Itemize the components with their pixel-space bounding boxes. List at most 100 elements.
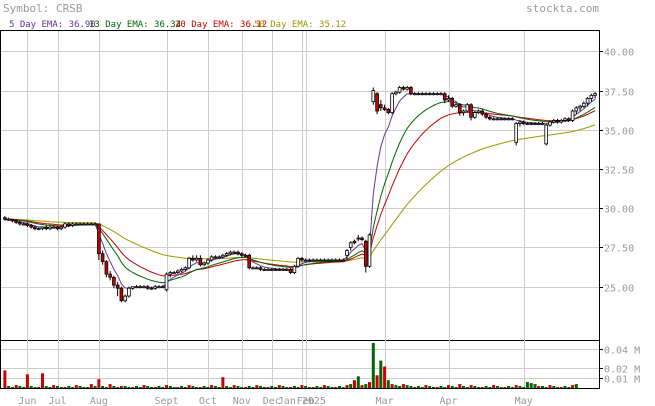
- candle-body: [333, 259, 338, 262]
- candle-body: [10, 218, 15, 222]
- volume-bar: [270, 386, 274, 388]
- candle: [44, 225, 48, 231]
- candle: [585, 96, 590, 107]
- candle-body: [168, 272, 173, 275]
- candle: [510, 117, 515, 121]
- candle: [296, 256, 300, 268]
- candle: [254, 266, 259, 270]
- volume-bar: [413, 387, 417, 388]
- volume-bar: [556, 387, 559, 388]
- volume-bar: [330, 387, 334, 388]
- volume-bar: [183, 387, 187, 388]
- volume-bar: [7, 386, 11, 388]
- candle: [266, 267, 270, 271]
- volume-bar: [10, 387, 14, 388]
- candle: [153, 285, 158, 290]
- volume-bar: [488, 387, 492, 388]
- candle-body: [567, 118, 571, 121]
- candle-body: [375, 93, 379, 112]
- volume-tick-label: 0.01 M: [604, 375, 640, 386]
- volume-bar: [240, 387, 244, 388]
- volume-bar: [142, 385, 146, 388]
- volume-bar: [172, 387, 176, 388]
- candle-body: [224, 253, 229, 256]
- volume-bar: [135, 386, 138, 388]
- candle: [100, 250, 105, 265]
- candle-body: [315, 259, 319, 262]
- candle-body: [97, 223, 101, 255]
- volume-bar: [93, 386, 97, 388]
- candle-body: [258, 267, 263, 270]
- candle-body: [104, 261, 109, 275]
- candle-body: [582, 102, 586, 107]
- ema-line-13: [4, 100, 596, 284]
- candle-body: [559, 120, 564, 123]
- candle-body: [412, 93, 417, 96]
- candle: [333, 258, 338, 262]
- candle: [63, 222, 67, 229]
- site-name: stockta.com: [526, 2, 599, 15]
- candle: [243, 253, 248, 257]
- candle: [518, 120, 522, 127]
- volume-bar: [127, 387, 131, 388]
- candle-body: [59, 226, 64, 230]
- candle: [51, 225, 56, 229]
- candle-body: [318, 259, 323, 262]
- volume-bar: [499, 387, 503, 388]
- volume-bar: [187, 385, 191, 388]
- volume-bar: [432, 387, 435, 388]
- candle: [190, 255, 195, 262]
- volume-bar: [450, 386, 454, 388]
- volume-bar: [304, 386, 308, 388]
- candle-body: [330, 259, 334, 262]
- candle-body: [70, 223, 75, 226]
- candle: [375, 92, 379, 115]
- candle-body: [67, 223, 71, 226]
- price-tick-label: 30.00: [604, 205, 634, 216]
- volume-bar: [525, 382, 529, 388]
- candle: [363, 239, 368, 273]
- volume-bar: [420, 387, 424, 388]
- candle-body: [450, 98, 454, 107]
- candle-body: [217, 256, 222, 259]
- candle: [435, 92, 439, 96]
- ema-line-50: [4, 124, 596, 263]
- candle-body: [284, 268, 289, 271]
- volume-bar: [480, 387, 484, 388]
- candle-body: [236, 251, 240, 255]
- volume-bar: [78, 386, 82, 388]
- volume-bar: [394, 385, 398, 388]
- candle: [138, 285, 143, 289]
- volume-bar: [277, 385, 281, 388]
- date-label: Aug: [90, 396, 108, 406]
- volume-bar: [59, 387, 63, 388]
- volume-bar: [326, 386, 330, 388]
- candle-body: [164, 273, 169, 291]
- candle-body: [6, 218, 11, 221]
- volume-bar: [56, 386, 59, 388]
- volume-bar: [492, 385, 496, 388]
- candle: [3, 216, 7, 221]
- candle: [454, 103, 458, 108]
- candle: [544, 123, 548, 146]
- candle-body: [25, 223, 30, 226]
- candle: [555, 118, 560, 124]
- volume-bar: [360, 385, 364, 388]
- candle-body: [540, 123, 545, 125]
- candle-body: [495, 118, 500, 121]
- candle-body: [48, 226, 52, 230]
- candle: [446, 95, 451, 102]
- candle-body: [292, 265, 297, 273]
- candle-body: [262, 268, 267, 271]
- volume-bar: [210, 385, 214, 388]
- candle-body: [465, 104, 470, 112]
- candle-body: [371, 90, 376, 102]
- candle: [570, 109, 575, 122]
- candle: [33, 225, 37, 231]
- volume-bar: [168, 386, 172, 388]
- volume-bar: [537, 386, 541, 388]
- candle: [236, 250, 240, 256]
- candle: [552, 118, 556, 124]
- volume-bar: [398, 386, 402, 388]
- candle: [401, 85, 406, 91]
